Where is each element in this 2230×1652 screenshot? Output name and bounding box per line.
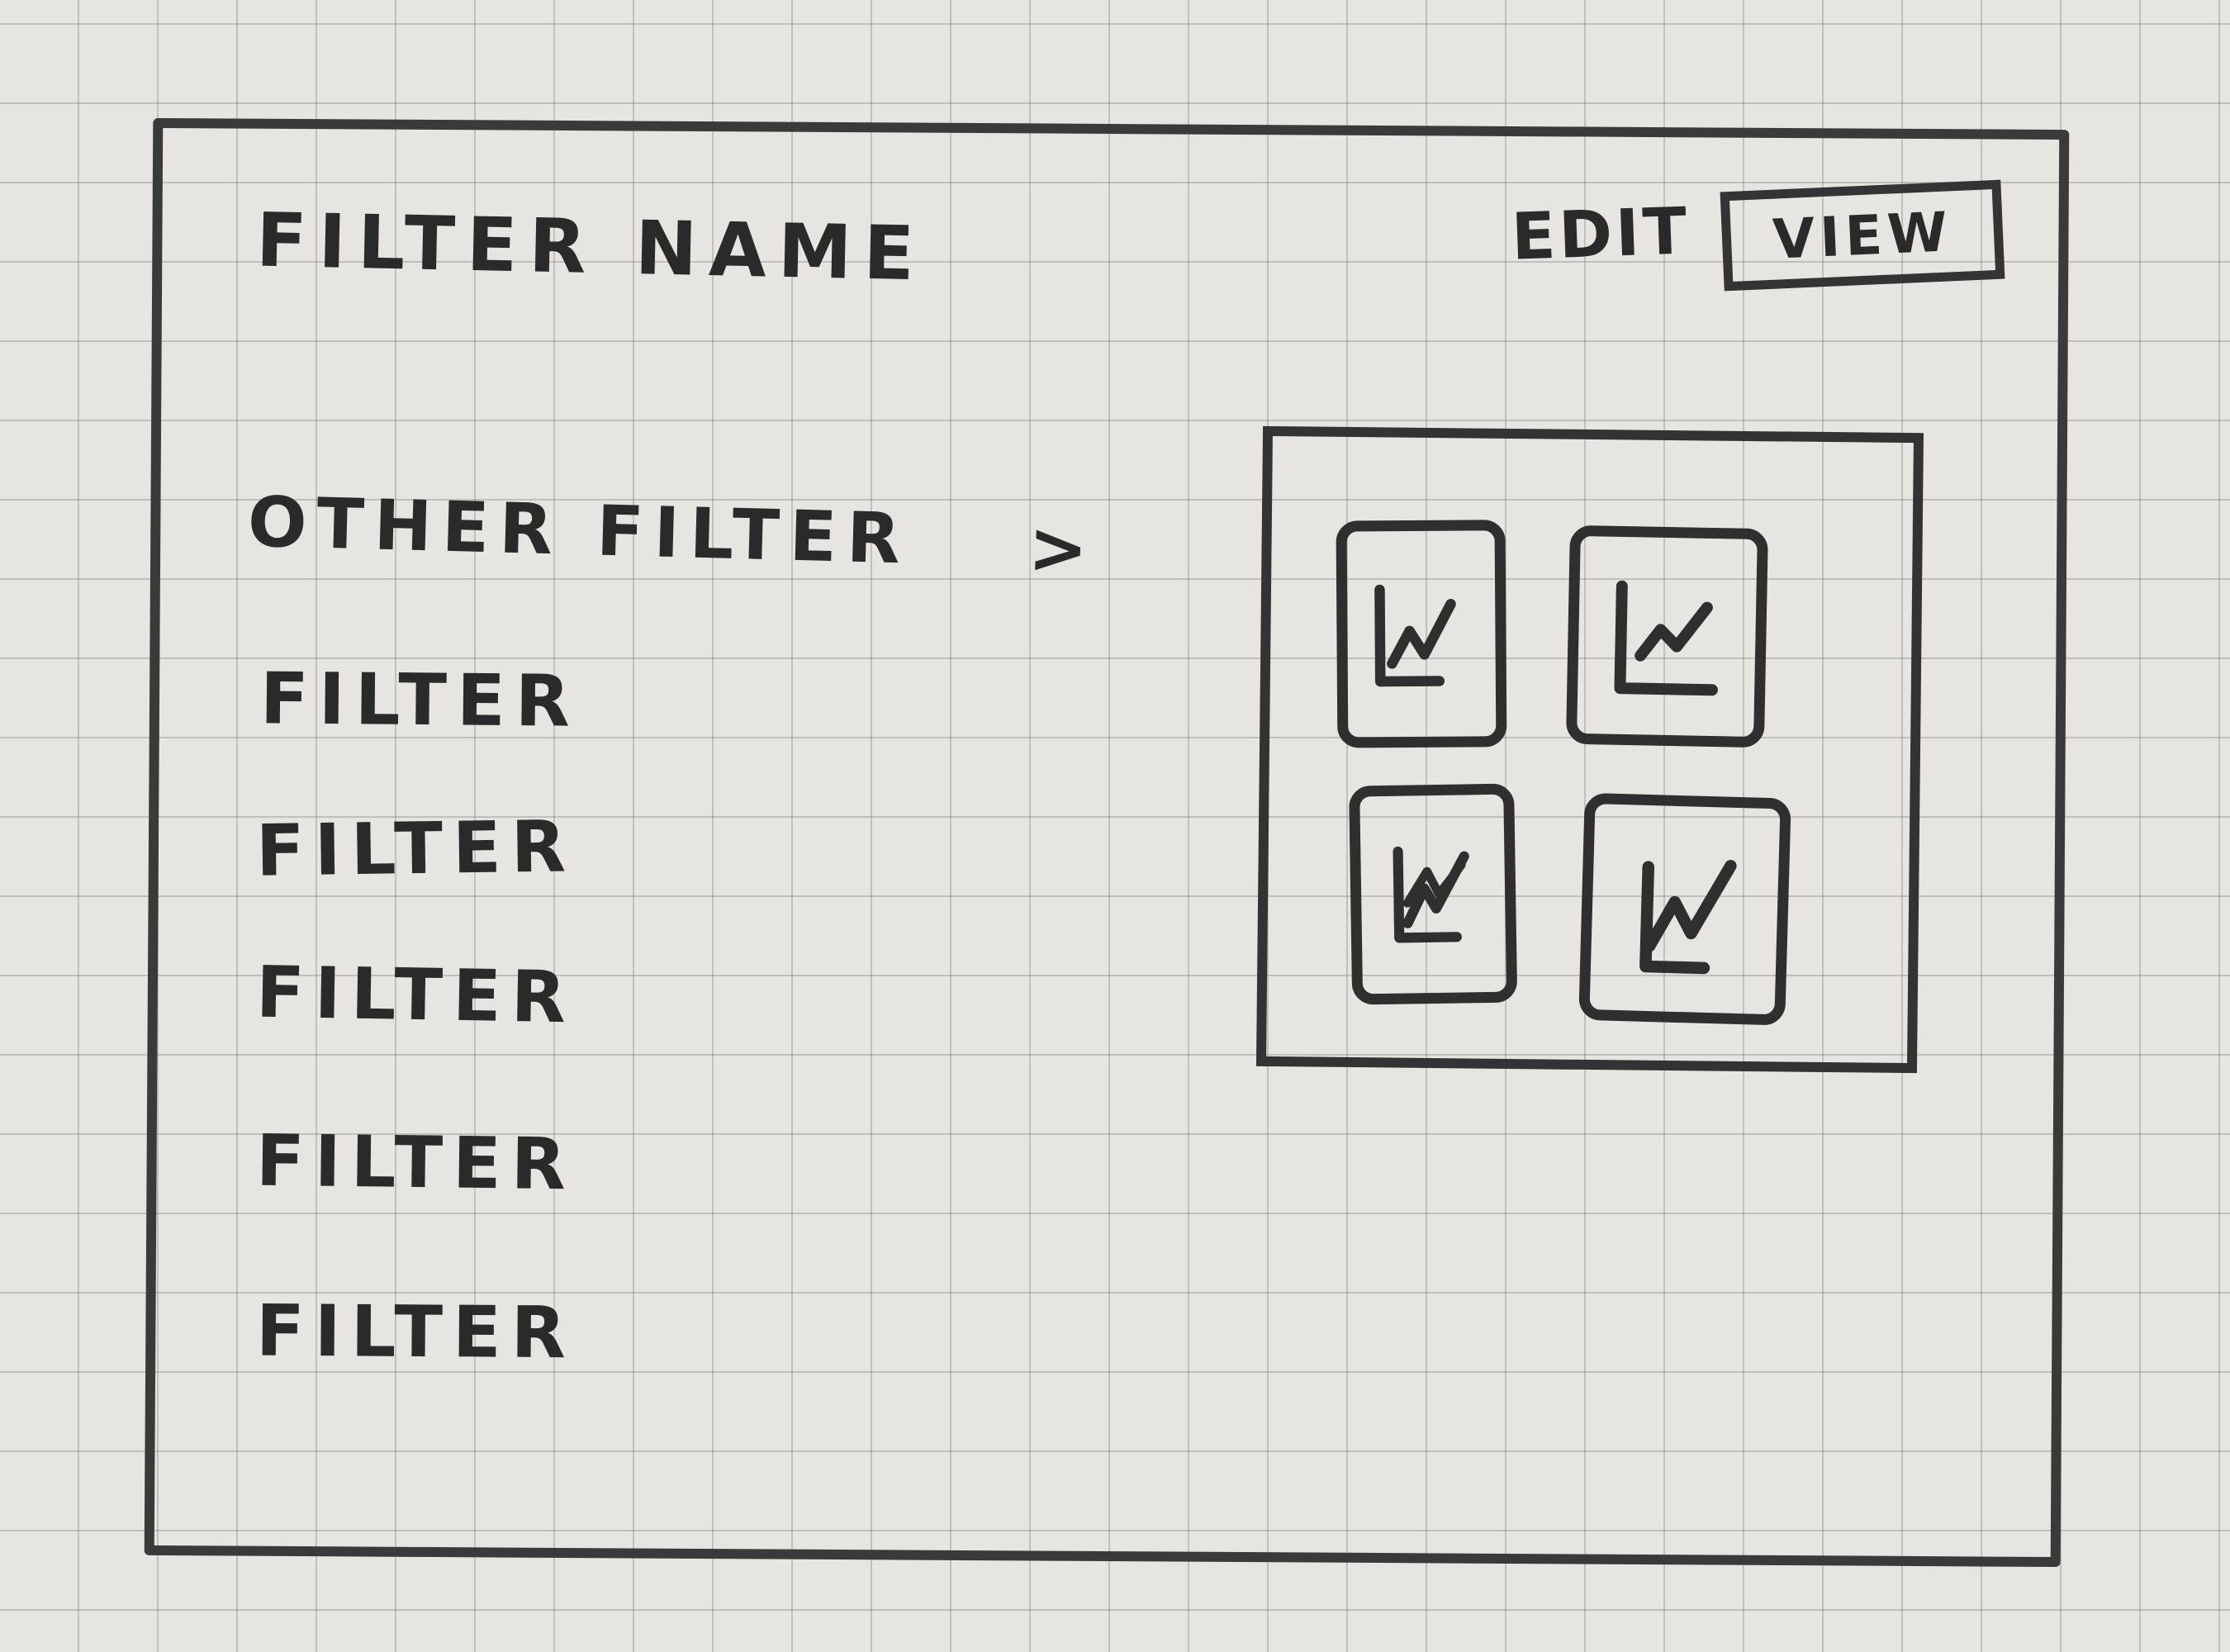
- view-button[interactable]: VIEW: [1720, 179, 2005, 292]
- line-chart-icon: [1374, 584, 1456, 687]
- page-title: FILTER NAME: [254, 197, 927, 298]
- chart-grid-panel: [1255, 425, 1924, 1074]
- chevron-right-icon[interactable]: >: [1027, 506, 1099, 592]
- chart-tile[interactable]: [1578, 792, 1791, 1026]
- chart-tile[interactable]: [1565, 525, 1768, 748]
- chart-tile[interactable]: [1349, 783, 1518, 1005]
- filter-item[interactable]: FILTER: [255, 805, 576, 893]
- filter-item[interactable]: FILTER: [255, 1289, 576, 1375]
- line-chart-icon: [1614, 580, 1718, 696]
- filter-item[interactable]: FILTER: [255, 1119, 576, 1207]
- line-chart-icon: [1393, 846, 1469, 943]
- other-filter-item[interactable]: OTHER FILTER: [246, 481, 912, 580]
- edit-button[interactable]: EDIT: [1510, 194, 1691, 275]
- chart-tile[interactable]: [1336, 520, 1507, 748]
- filter-item[interactable]: FILTER: [259, 657, 581, 743]
- filter-item[interactable]: FILTER: [255, 951, 576, 1040]
- line-chart-icon: [1639, 860, 1737, 975]
